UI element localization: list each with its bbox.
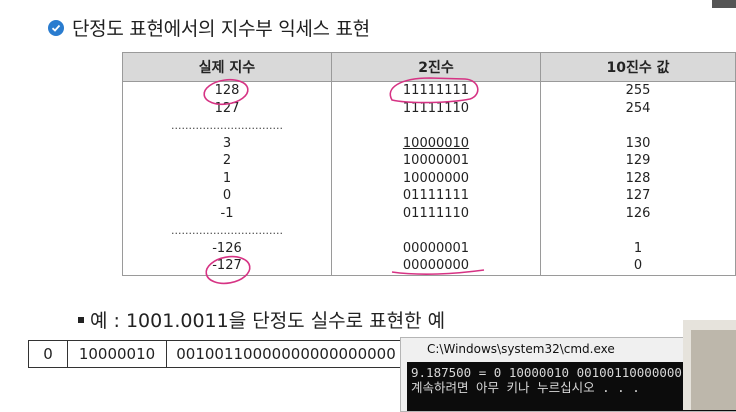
decimal-cell [540,117,736,135]
exponent-cell: 1 [122,169,332,187]
table-row: 1 10000000 128 [122,169,736,187]
single-precision-bits: 0 10000010 00100110000000000000000 [28,340,406,368]
example-heading: 예 : 1001.0011을 단정도 실수로 표현한 예 [78,306,445,333]
webcam-overlay [683,320,736,410]
table-row: 3 10000010 130 [122,134,736,152]
exponent-cell: 3 [122,134,332,152]
binary-cell: 00000000 [331,257,541,276]
binary-cell: 10000010 [331,134,541,152]
cmd-window[interactable]: C:\Windows\system32\cmd.exe 9.187500 = 0… [400,337,736,412]
binary-cell: 01111110 [331,204,541,222]
decimal-cell: 126 [540,204,736,222]
exponent-cell: -1 [122,204,332,222]
cmd-title: C:\Windows\system32\cmd.exe [427,342,615,356]
decimal-cell: 0 [540,257,736,276]
table-header-row: 실제 지수 2진수 10진수 값 [122,52,736,82]
check-circle-icon [48,19,64,36]
slide-title-row: 단정도 표현에서의 지수부 익세스 표현 [48,14,370,41]
decimal-cell: 127 [540,187,736,205]
exponent-cell: 127 [122,99,332,117]
top-right-band [712,0,736,8]
binary-cell: 11111111 [331,81,541,100]
webcam-frame [691,330,736,410]
table-row: 127 11111110 254 [122,99,736,117]
decimal-cell: 254 [540,99,736,117]
table-row: ................................ [122,117,736,135]
table-row: 128 11111111 255 [122,81,736,100]
ellipsis-cell: ................................ [122,222,332,240]
decimal-cell: 128 [540,169,736,187]
binary-cell: 10000000 [331,169,541,187]
decimal-cell: 1 [540,239,736,257]
exponent-cell: 128 [122,81,332,100]
cmd-prompt-line: 계속하려면 아무 키나 누르십시오 . . . [411,380,640,395]
bullet-icon [78,316,84,323]
decimal-cell: 255 [540,81,736,100]
exponent-cell: 0 [122,187,332,205]
table-row: ................................ [122,222,736,240]
header-decimal: 10진수 값 [540,52,736,82]
sign-bit-cell: 0 [28,340,68,368]
decimal-cell: 129 [540,152,736,170]
exponent-bits-cell: 10000010 [67,340,167,368]
example-label: 예 : 1001.0011을 단정도 실수로 표현한 예 [90,310,446,332]
binary-cell [331,117,541,135]
page-title: 단정도 표현에서의 지수부 익세스 표현 [72,18,370,40]
mantissa-bits-cell: 00100110000000000000000 [166,340,406,368]
exponent-cell: 2 [122,152,332,170]
excess-exponent-table: 실제 지수 2진수 10진수 값 128 11111111 255 127 111111… [122,52,736,276]
table-row: 0 01111111 127 [122,187,736,205]
header-actual-exponent: 실제 지수 [122,52,332,82]
cmd-output-line: 9.187500 = 0 10000010 00100110000000 [411,365,682,380]
cmd-title-bar[interactable]: C:\Windows\system32\cmd.exe [401,338,736,360]
exponent-cell: -126 [122,239,332,257]
table-row: -127 00000000 0 [122,257,736,276]
table-row: 2 10000001 129 [122,152,736,170]
table-row: -1 01111110 126 [122,204,736,222]
cmd-console[interactable]: 9.187500 = 0 10000010 00100110000000 계속하… [407,362,736,411]
header-binary: 2진수 [331,52,541,82]
exponent-cell: -127 [122,257,332,276]
binary-cell [331,222,541,240]
binary-cell: 11111110 [331,99,541,117]
decimal-cell [540,222,736,240]
decimal-cell: 130 [540,134,736,152]
binary-cell: 10000001 [331,152,541,170]
binary-cell: 01111111 [331,187,541,205]
binary-cell: 00000001 [331,239,541,257]
ellipsis-cell: ................................ [122,117,332,135]
table-row: -126 00000001 1 [122,239,736,257]
